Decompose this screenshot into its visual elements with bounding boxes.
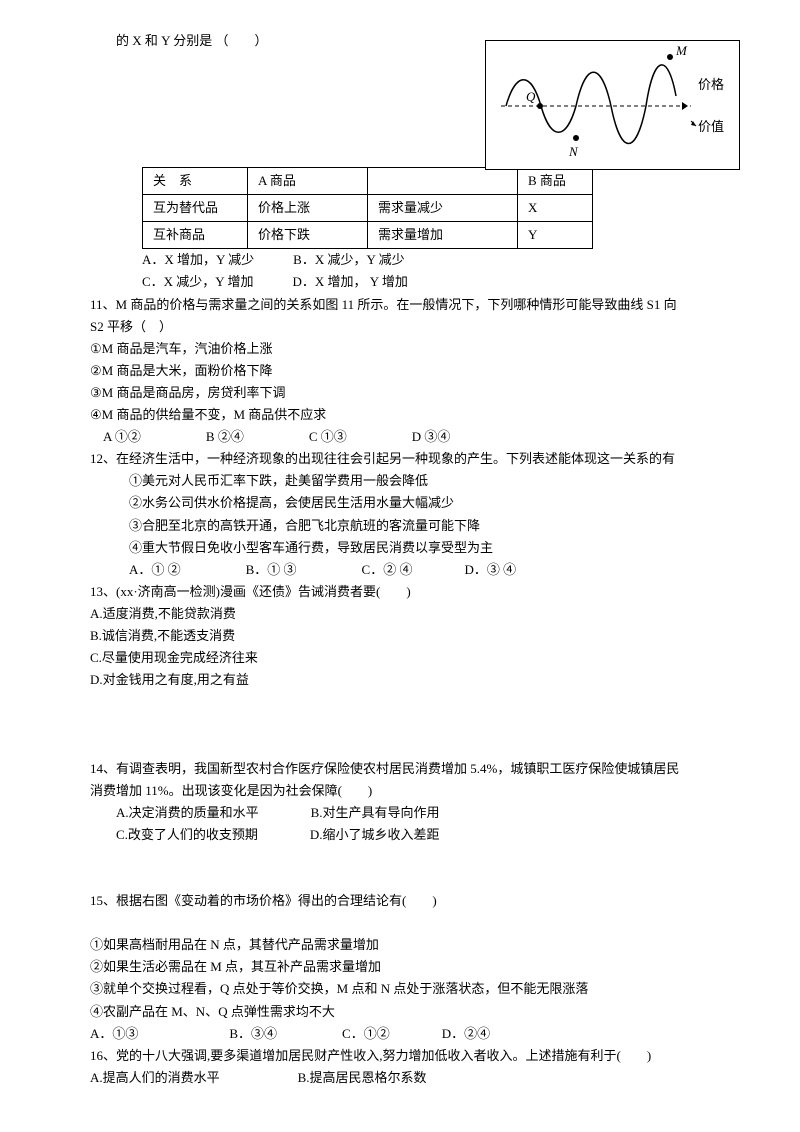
option-a: A.适度消费,不能贷款消费 bbox=[90, 603, 740, 625]
statement: ④农副产品在 M、N、Q 点弹性需求均不大 bbox=[90, 1001, 740, 1023]
statement: ③M 商品是商品房，房贷利率下调 bbox=[90, 382, 740, 404]
option-line: A ①② B ②④ C ①③ D ③④ bbox=[90, 426, 740, 448]
table-cell: 价格下跌 bbox=[248, 222, 368, 249]
statement: ①如果高档耐用品在 N 点，其替代产品需求量增加 bbox=[90, 934, 740, 956]
label-m: M bbox=[675, 43, 688, 58]
question-stem: 14、有调查表明，我国新型农村合作医疗保险使农村居民消费增加 5.4%，城镇职工… bbox=[90, 758, 740, 780]
statement: ②M 商品是大米，面粉价格下降 bbox=[90, 360, 740, 382]
label-value: 价值 bbox=[698, 119, 724, 134]
label-q: Q bbox=[526, 89, 536, 104]
statement: ②如果生活必需品在 M 点，其互补产品需求量增加 bbox=[90, 956, 740, 978]
statement: ①M 商品是汽车，汽油价格上涨 bbox=[90, 338, 740, 360]
statement: ②水务公司供水价格提高，会使居民生活用水量大幅减少 bbox=[90, 492, 740, 514]
question-stem: 11、M 商品的价格与需求量之间的关系如图 11 所示。在一般情况下，下列哪种情… bbox=[90, 294, 740, 316]
table-cell: 互为替代品 bbox=[143, 195, 248, 222]
option-line: C．X 减少，Y 增加 D．X 增加， Y 增加 bbox=[90, 271, 740, 293]
question-stem: 消费增加 11%。出现该变化是因为社会保障( ) bbox=[90, 780, 740, 802]
statement: ③就单个交换过程看，Q 点处于等价交换，M 点和 N 点处于涨落状态，但不能无限… bbox=[90, 978, 740, 1000]
statement: ④重大节假日免收小型客车通行费，导致居民消费以享受型为主 bbox=[90, 537, 740, 559]
option-line: C.改变了人们的收支预期 D.缩小了城乡收入差距 bbox=[90, 824, 740, 846]
table-cell bbox=[368, 168, 518, 195]
table-cell: B 商品 bbox=[518, 168, 593, 195]
question-stem: 15、根据右图《变动着的市场价格》得出的合理结论有( ) bbox=[90, 890, 740, 912]
table-cell: Y bbox=[518, 222, 593, 249]
table-cell: 价格上涨 bbox=[248, 195, 368, 222]
option-line: A．① ② B．① ③ C．② ④ D．③ ④ bbox=[90, 559, 740, 581]
option-line: A.提高人们的消费水平 B.提高居民恩格尔系数 bbox=[90, 1067, 740, 1089]
price-value-wave-chart: M N Q 价格 价值 bbox=[485, 40, 740, 170]
table-row: 互为替代品 价格上涨 需求量减少 X bbox=[143, 195, 593, 222]
table-row: 互补商品 价格下跌 需求量增加 Y bbox=[143, 222, 593, 249]
option-line: A．①③ B．③④ C．①② D．②④ bbox=[90, 1023, 740, 1045]
question-stem: 12、在经济生活中，一种经济现象的出现往往会引起另一种现象的产生。下列表述能体现… bbox=[90, 448, 740, 470]
table-row: 关 系 A 商品 B 商品 bbox=[143, 168, 593, 195]
table-cell: X bbox=[518, 195, 593, 222]
question-stem: 13、(xx·济南高一检测)漫画《还债》告诫消费者要( ) bbox=[90, 581, 740, 603]
statement: ③合肥至北京的高铁开通，合肥飞北京航班的客流量可能下降 bbox=[90, 515, 740, 537]
table-cell: 需求量增加 bbox=[368, 222, 518, 249]
question-stem: S2 平移（ ） bbox=[90, 316, 740, 338]
label-price: 价格 bbox=[698, 77, 724, 92]
label-n: N bbox=[568, 144, 579, 159]
option-d: D.对金钱用之有度,用之有益 bbox=[90, 669, 740, 691]
relation-table: 关 系 A 商品 B 商品 互为替代品 价格上涨 需求量减少 X 互补商品 价格… bbox=[142, 167, 593, 249]
table-cell: A 商品 bbox=[248, 168, 368, 195]
table-cell: 需求量减少 bbox=[368, 195, 518, 222]
option-b: B.诚信消费,不能透支消费 bbox=[90, 625, 740, 647]
statement: ①美元对人民币汇率下跌，赴美留学费用一般会降低 bbox=[90, 470, 740, 492]
option-line: A．X 增加，Y 减少 B．X 减少，Y 减少 bbox=[90, 249, 740, 271]
option-c: C.尽量使用现金完成经济往来 bbox=[90, 647, 740, 669]
option-line: A.决定消费的质量和水平 B.对生产具有导向作用 bbox=[90, 802, 740, 824]
table-cell: 互补商品 bbox=[143, 222, 248, 249]
table-cell: 关 系 bbox=[143, 168, 248, 195]
question-stem: 16、党的十八大强调,要多渠道增加居民财产性收入,努力增加低收入者收入。上述措施… bbox=[90, 1045, 740, 1067]
statement: ④M 商品的供给量不变，M 商品供不应求 bbox=[90, 404, 740, 426]
